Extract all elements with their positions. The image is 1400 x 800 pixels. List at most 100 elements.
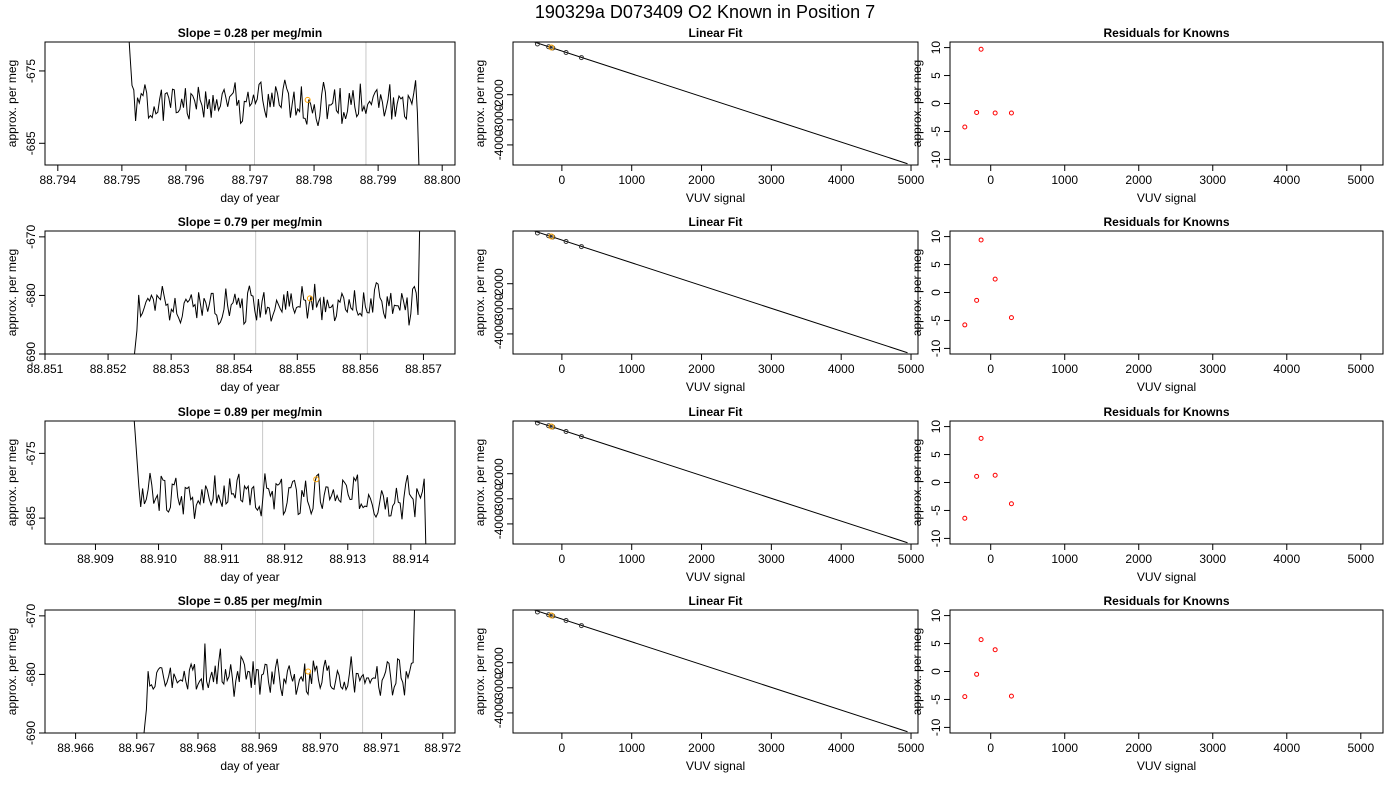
x-tick-label: 3000 (1199, 741, 1226, 755)
x-tick-label: 5000 (898, 362, 925, 376)
time-series-trace (143, 610, 415, 733)
x-tick-label: 5000 (1347, 552, 1374, 566)
y-axis-label: approx. per meg (5, 439, 19, 526)
y-tick-label: 5 (929, 451, 943, 458)
highlight-point (548, 233, 555, 240)
y-tick-label: 5 (929, 640, 943, 647)
plot-area (532, 231, 908, 354)
y-tick-label: 5 (929, 72, 943, 79)
y-axis-label: approx. per meg (473, 439, 487, 526)
x-tick-label: 5000 (898, 173, 925, 187)
fit-point (578, 55, 584, 61)
x-tick-label: 4000 (1273, 741, 1300, 755)
panel-title: Linear Fit (688, 594, 742, 608)
x-tick-label: 1000 (1051, 362, 1078, 376)
y-tick-label: 10 (929, 230, 943, 244)
panel-title: Slope = 0.85 per meg/min (178, 594, 322, 608)
plot-area (962, 637, 1014, 700)
x-tick-label: 0 (987, 741, 994, 755)
x-tick-label: 1000 (618, 173, 645, 187)
y-tick-label: -4000 (492, 697, 506, 728)
x-axis-label: VUV signal (686, 380, 745, 394)
x-tick-label: 1000 (1051, 741, 1078, 755)
fit-point (578, 434, 584, 440)
fit-line (532, 42, 908, 165)
x-tick-label: 2000 (688, 741, 715, 755)
panel-title: Residuals for Knowns (1103, 594, 1229, 608)
x-tick-label: 0 (559, 552, 566, 566)
fit-point (546, 423, 552, 429)
y-tick-label: -685 (24, 506, 38, 530)
x-tick-label: 1000 (618, 552, 645, 566)
x-tick-label: 0 (987, 173, 994, 187)
x-tick-label: 88.968 (180, 741, 217, 755)
x-tick-label: 3000 (758, 362, 785, 376)
x-tick-label: 4000 (1273, 552, 1300, 566)
residual-point (1008, 315, 1014, 321)
residual-point (974, 297, 980, 303)
residual-point (992, 110, 998, 116)
x-tick-label: 2000 (1125, 362, 1152, 376)
panel-2-2: Linear Fit 0 1000 2000 3000 4000 5000 VUV signa… (473, 215, 925, 394)
x-axis-label: VUV signal (686, 759, 745, 773)
x-axis-label: VUV signal (686, 191, 745, 205)
x-tick-label: 88.969 (241, 741, 278, 755)
x-tick-label: 88.972 (424, 741, 461, 755)
y-axis-label: approx. per meg (5, 628, 19, 715)
y-tick-label: -675 (24, 441, 38, 465)
panel-title: Linear Fit (688, 26, 742, 40)
x-tick-label: 0 (559, 362, 566, 376)
y-tick-label: -4000 (492, 318, 506, 349)
y-tick-label: -670 (24, 604, 38, 628)
x-tick-label: 5000 (1347, 173, 1374, 187)
plot-area (532, 42, 908, 165)
y-tick-label: -2000 (492, 647, 506, 678)
panel-title: Linear Fit (688, 405, 742, 419)
panel-1-3: Residuals for Knowns 0 1000 2000 3000 4000 500… (910, 26, 1384, 205)
y-tick-label: 0 (929, 100, 943, 107)
x-tick-label: 2000 (688, 552, 715, 566)
highlight-point (313, 476, 320, 483)
x-tick-label: 88.854 (216, 362, 253, 376)
y-tick-label: -5 (929, 505, 943, 516)
y-axis-label: approx. per meg (5, 60, 19, 147)
y-tick-label: -3000 (492, 104, 506, 135)
x-tick-label: 3000 (1199, 362, 1226, 376)
x-tick-label: 3000 (758, 552, 785, 566)
fit-point (546, 233, 552, 239)
y-tick-label: 5 (929, 261, 943, 268)
highlight-point (305, 668, 312, 675)
plot-frame (512, 230, 919, 355)
plot-frame (512, 41, 919, 166)
x-tick-label: 1000 (618, 362, 645, 376)
time-series-trace (133, 421, 427, 544)
x-tick-label: 4000 (828, 173, 855, 187)
fit-point (563, 50, 569, 56)
y-axis-label: approx. per meg (473, 628, 487, 715)
x-tick-label: 88.966 (57, 741, 94, 755)
y-tick-label: -10 (929, 150, 943, 168)
plot-frame (949, 609, 1384, 734)
panel-title: Slope = 0.28 per meg/min (178, 26, 322, 40)
highlight-point (548, 612, 555, 619)
x-tick-label: 4000 (828, 552, 855, 566)
plot-frame (512, 609, 919, 734)
x-tick-label: 88.855 (279, 362, 316, 376)
residual-point (978, 46, 984, 52)
y-tick-label: -5 (929, 126, 943, 137)
plot-frame (512, 420, 919, 545)
x-tick-label: 4000 (1273, 362, 1300, 376)
residual-point (962, 515, 968, 521)
plot-frame (949, 420, 1384, 545)
x-tick-label: 88.796 (168, 173, 205, 187)
highlight-point (548, 44, 555, 51)
highlight-point (306, 295, 313, 302)
residual-point (962, 694, 968, 700)
x-tick-label: 3000 (1199, 173, 1226, 187)
panel-3-2: Linear Fit 0 1000 2000 3000 4000 5000 VUV signa… (473, 405, 925, 584)
x-tick-label: 2000 (1125, 741, 1152, 755)
x-tick-label: 88.799 (360, 173, 397, 187)
x-tick-label: 0 (987, 362, 994, 376)
residual-point (974, 671, 980, 677)
y-tick-label: -10 (929, 718, 943, 736)
